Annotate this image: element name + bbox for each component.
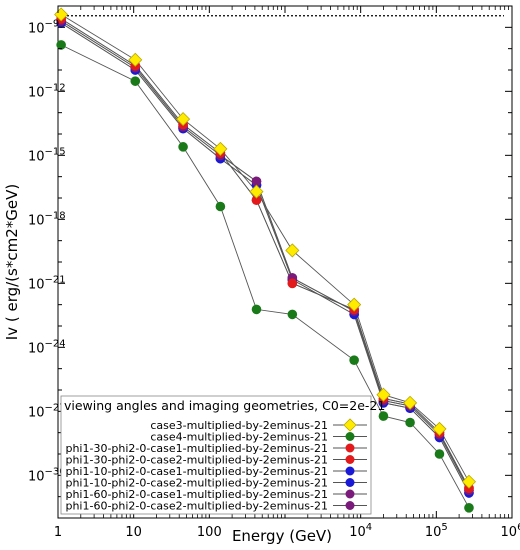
legend-marker bbox=[345, 466, 355, 476]
legend-title: viewing angles and imaging geometries, C… bbox=[64, 398, 385, 413]
data-point bbox=[378, 411, 389, 421]
y-tick-label: 10−27 bbox=[28, 402, 66, 420]
data-point bbox=[176, 112, 191, 127]
x-tick-label: 100 bbox=[197, 525, 222, 540]
legend-marker bbox=[345, 501, 355, 510]
x-tick-label: 1 bbox=[54, 525, 62, 540]
y-tick-label: 10−9 bbox=[28, 18, 59, 36]
data-point bbox=[285, 243, 300, 258]
legend-label: phi1-60-phi2-0-case1-multiplied-by-2emin… bbox=[65, 488, 328, 501]
legend-label: phi1-60-phi2-0-case2-multiplied-by-2emin… bbox=[65, 500, 328, 513]
legend-marker bbox=[345, 443, 355, 453]
data-point bbox=[128, 52, 143, 67]
data-point bbox=[54, 7, 69, 22]
legend-marker bbox=[345, 478, 355, 487]
legend-label: case4-multiplied-by-2eminus-21 bbox=[150, 431, 328, 444]
data-point bbox=[249, 184, 264, 199]
x-tick-label: 104 bbox=[349, 522, 372, 540]
legend-marker bbox=[345, 489, 355, 499]
legend-label: phi1-10-phi2-0-case2-multiplied-by-2emin… bbox=[65, 477, 328, 490]
legend-box bbox=[60, 395, 372, 515]
y-tick-label: 10−15 bbox=[28, 146, 66, 164]
legend-label: phi1-30-phi2-0-case1-multiplied-by-2emin… bbox=[65, 442, 328, 455]
y-tick-label: 10−12 bbox=[28, 82, 66, 100]
data-point bbox=[461, 474, 477, 489]
data-point bbox=[464, 503, 474, 513]
y-axis-title: Iv ( erg/(s*cm2*GeV) bbox=[3, 184, 21, 340]
y-tick-label: 10−24 bbox=[28, 338, 66, 356]
axis-tick-labels: 1 10 100 104 105 106 10−9 10−12 10−15 10−18 10−21 1… bbox=[28, 18, 520, 540]
data-point bbox=[287, 278, 298, 289]
y-tick-label: 10−30 bbox=[28, 466, 66, 484]
data-point bbox=[405, 417, 415, 428]
legend-label: phi1-10-phi2-0-case1-multiplied-by-2emin… bbox=[65, 465, 328, 478]
data-point bbox=[130, 76, 141, 86]
data-point bbox=[349, 355, 359, 365]
data-point bbox=[215, 201, 226, 212]
legend-marker bbox=[345, 455, 355, 464]
data-point bbox=[251, 176, 262, 187]
data-point bbox=[251, 195, 262, 205]
data-point bbox=[434, 449, 445, 459]
x-axis-title: Energy (GeV) bbox=[232, 527, 332, 545]
y-tick-label: 10−21 bbox=[28, 274, 66, 292]
data-point bbox=[403, 395, 418, 410]
y-tick-label: 10−18 bbox=[28, 210, 66, 228]
data-point bbox=[56, 40, 66, 50]
x-tick-label: 105 bbox=[425, 522, 448, 540]
data-point bbox=[347, 297, 362, 312]
data-point bbox=[287, 309, 298, 320]
legend-marker bbox=[343, 418, 357, 432]
data-point bbox=[213, 141, 228, 156]
series-markers bbox=[54, 7, 477, 513]
x-tick-label: 106 bbox=[501, 522, 520, 540]
legend-label: phi1-30-phi2-0-case2-multiplied-by-2emin… bbox=[65, 454, 328, 467]
legend-label: case3-multiplied-by-2eminus-21 bbox=[150, 419, 328, 432]
data-point bbox=[376, 387, 391, 402]
x-tick-label: 10 bbox=[125, 525, 142, 540]
legend-marker bbox=[345, 432, 355, 441]
data-point bbox=[432, 421, 447, 436]
legend: viewing angles and imaging geometries, C… bbox=[60, 395, 385, 515]
data-point bbox=[178, 142, 188, 152]
data-point bbox=[251, 304, 262, 315]
